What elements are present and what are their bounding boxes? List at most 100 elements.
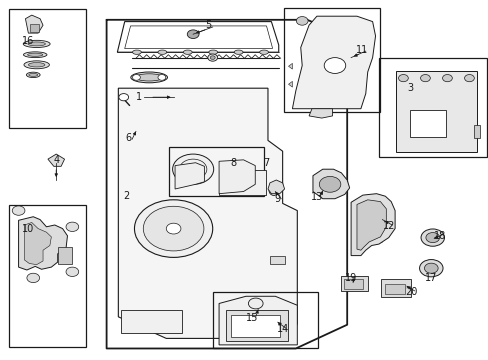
Circle shape (66, 267, 79, 276)
Circle shape (119, 94, 128, 101)
Polygon shape (267, 180, 284, 194)
Circle shape (134, 200, 212, 257)
Ellipse shape (238, 298, 248, 303)
Text: 15: 15 (245, 312, 258, 323)
Ellipse shape (23, 40, 50, 48)
Text: 7: 7 (263, 158, 269, 168)
Bar (168, 147, 264, 196)
Circle shape (248, 298, 263, 309)
Polygon shape (24, 222, 51, 265)
Circle shape (210, 56, 215, 59)
Ellipse shape (28, 42, 45, 46)
Polygon shape (288, 63, 292, 69)
Ellipse shape (130, 72, 167, 83)
Ellipse shape (28, 63, 45, 67)
Bar (341, 276, 367, 291)
Bar (269, 256, 284, 264)
Circle shape (464, 75, 473, 82)
Circle shape (420, 75, 429, 82)
Text: 8: 8 (230, 158, 236, 168)
Circle shape (420, 229, 444, 246)
Bar (385, 284, 404, 294)
Bar (219, 170, 265, 195)
Text: 6: 6 (125, 132, 131, 143)
Bar (226, 310, 287, 341)
Circle shape (158, 75, 165, 80)
Ellipse shape (29, 73, 38, 76)
Polygon shape (288, 81, 292, 87)
Circle shape (424, 263, 437, 273)
Circle shape (166, 223, 181, 234)
Bar (121, 310, 182, 333)
Circle shape (172, 154, 213, 184)
Circle shape (425, 233, 439, 243)
Polygon shape (48, 154, 64, 166)
Text: 2: 2 (123, 191, 129, 201)
Circle shape (12, 206, 25, 215)
Ellipse shape (24, 61, 49, 69)
Circle shape (319, 176, 340, 192)
Circle shape (324, 58, 345, 73)
Text: 5: 5 (204, 20, 210, 30)
Ellipse shape (259, 50, 268, 54)
Bar (283, 8, 380, 112)
Circle shape (132, 75, 140, 80)
Circle shape (442, 75, 451, 82)
Circle shape (27, 273, 40, 283)
Text: 20: 20 (405, 287, 417, 297)
Ellipse shape (132, 50, 141, 54)
Circle shape (187, 30, 199, 39)
Bar (343, 279, 363, 289)
Text: 3: 3 (407, 83, 413, 93)
Bar (378, 58, 486, 157)
Circle shape (419, 260, 442, 277)
Polygon shape (25, 15, 43, 33)
Circle shape (143, 206, 203, 251)
Ellipse shape (158, 50, 166, 54)
Text: 12: 12 (382, 221, 394, 231)
Text: 19: 19 (344, 273, 357, 283)
Polygon shape (292, 16, 375, 109)
Ellipse shape (26, 72, 40, 77)
Polygon shape (356, 200, 386, 250)
Bar (473, 125, 479, 138)
Circle shape (296, 17, 307, 25)
Text: 13: 13 (310, 192, 323, 202)
Ellipse shape (27, 53, 43, 56)
Circle shape (66, 222, 79, 231)
Bar (212, 292, 317, 348)
Polygon shape (117, 22, 278, 52)
Polygon shape (118, 88, 297, 338)
Polygon shape (219, 160, 255, 194)
Ellipse shape (208, 50, 217, 54)
Circle shape (398, 75, 407, 82)
Bar (9, 205, 85, 347)
Polygon shape (175, 163, 204, 189)
Bar (381, 279, 410, 297)
Text: 17: 17 (424, 273, 437, 283)
Text: 9: 9 (274, 194, 280, 204)
Bar (9, 9, 85, 128)
Bar (58, 247, 72, 264)
Bar (395, 71, 476, 152)
Polygon shape (350, 194, 394, 256)
Polygon shape (219, 296, 297, 345)
Ellipse shape (23, 52, 47, 58)
Polygon shape (19, 217, 67, 270)
Text: 14: 14 (276, 324, 288, 334)
Text: 16: 16 (22, 36, 35, 46)
Text: 11: 11 (355, 45, 367, 55)
Polygon shape (308, 109, 332, 118)
Ellipse shape (135, 74, 163, 81)
Text: 10: 10 (22, 224, 35, 234)
Ellipse shape (183, 50, 192, 54)
Bar (231, 315, 280, 337)
Text: 18: 18 (433, 231, 446, 241)
Polygon shape (312, 169, 349, 199)
Text: 4: 4 (53, 155, 59, 165)
Circle shape (207, 54, 217, 61)
Ellipse shape (234, 50, 243, 54)
Ellipse shape (268, 185, 278, 195)
Text: 1: 1 (136, 92, 142, 102)
Bar (30, 24, 39, 32)
